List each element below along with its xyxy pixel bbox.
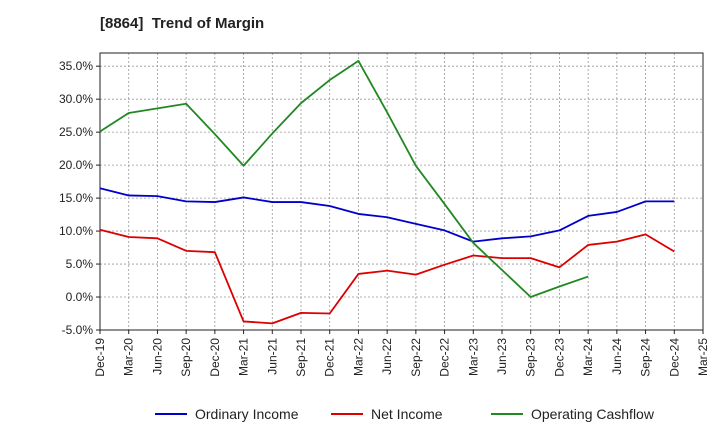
- x-tick-label: Dec-19: [93, 338, 107, 377]
- x-tick-label: Jun-23: [495, 338, 509, 375]
- legend-label-operating-cashflow: Operating Cashflow: [531, 406, 655, 422]
- x-tick-label: Sep-22: [409, 338, 423, 377]
- grid-lines: [99, 53, 704, 331]
- y-tick-label: 10.0%: [59, 224, 93, 238]
- y-tick-label: 15.0%: [59, 191, 93, 205]
- y-axis-ticks: -5.0% 0.0% 5.0% 10.0% 15.0% 20.0% 25.0% 30.0% 35…: [59, 59, 100, 337]
- y-tick-label: 35.0%: [59, 59, 93, 73]
- series-lines: [99, 60, 675, 325]
- y-tick-label: 20.0%: [59, 158, 93, 172]
- x-tick-label: Jun-22: [380, 338, 394, 375]
- x-tick-label: Mar-25: [696, 338, 710, 376]
- y-tick-label: 0.0%: [66, 290, 94, 304]
- x-tick-label: Jun-24: [610, 338, 624, 375]
- plot-border: [99, 52, 704, 331]
- x-tick-label: Mar-24: [581, 338, 595, 376]
- x-tick-label: Sep-21: [294, 338, 308, 377]
- x-tick-label: Mar-21: [237, 338, 251, 376]
- legend-label-net-income: Net Income: [371, 406, 443, 422]
- plot-frame: [99, 52, 704, 331]
- x-tick-label: Dec-21: [323, 338, 337, 377]
- x-tick-label: Jun-21: [265, 338, 279, 375]
- legend: Ordinary Income Net Income Operating Cashf…: [155, 406, 655, 422]
- x-tick-label: Sep-24: [639, 338, 653, 377]
- x-tick-label: Dec-22: [438, 338, 452, 377]
- x-tick-label: Dec-24: [667, 338, 681, 377]
- x-axis-ticks: Dec-19 Mar-20 Jun-20 Sep-20 Dec-20 Mar-21 Jun-…: [93, 330, 710, 377]
- y-tick-label: 30.0%: [59, 92, 93, 106]
- y-tick-label: 25.0%: [59, 125, 93, 139]
- x-tick-label: Sep-23: [524, 338, 538, 377]
- x-tick-label: Mar-20: [122, 338, 136, 376]
- chart-title: [8864] Trend of Margin: [100, 15, 265, 32]
- ordinary-income-line: [99, 187, 675, 243]
- y-tick-label: 5.0%: [66, 257, 94, 271]
- y-tick-label: -5.0%: [62, 323, 94, 337]
- x-tick-label: Dec-23: [552, 338, 566, 377]
- x-tick-label: Sep-20: [179, 338, 193, 377]
- legend-label-ordinary-income: Ordinary Income: [195, 406, 299, 422]
- x-tick-label: Mar-22: [351, 338, 365, 376]
- operating-cashflow-line: [99, 60, 589, 298]
- x-tick-label: Mar-23: [466, 338, 480, 376]
- net-income-line: [99, 228, 675, 325]
- x-tick-label: Jun-20: [150, 338, 164, 375]
- x-tick-label: Dec-20: [208, 338, 222, 377]
